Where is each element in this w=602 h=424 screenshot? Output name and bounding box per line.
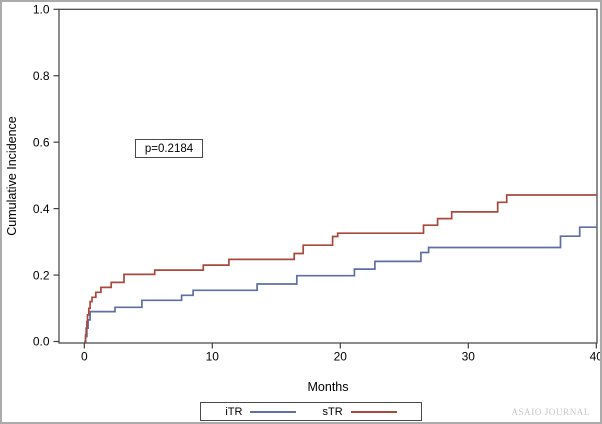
y-axis-ticks: 0.0 0.2 0.4 0.6 0.8 1.0 xyxy=(33,3,59,349)
p-value-text: p=0.2184 xyxy=(144,142,194,155)
x-axis-label: Months xyxy=(308,380,349,394)
legend-label-itr: iTR xyxy=(225,405,243,418)
p-value-annotation: p=0.2184 xyxy=(135,139,203,158)
y-axis-label: Cumulative Incidence xyxy=(5,116,19,236)
watermark: ASAIO JOURNAL xyxy=(511,407,590,417)
y-tick-label: 0.0 xyxy=(33,335,50,349)
legend-line-str-icon xyxy=(350,410,397,413)
x-tick-label: 0 xyxy=(81,350,88,364)
y-tick-label: 1.0 xyxy=(33,3,50,17)
x-tick-label: 10 xyxy=(206,350,220,364)
legend-item-itr: iTR xyxy=(225,405,297,418)
x-tick-label: 20 xyxy=(334,350,348,364)
step-curves xyxy=(84,194,597,343)
y-tick-label: 0.4 xyxy=(33,202,50,216)
curve-itr xyxy=(84,226,597,343)
y-tick-label: 0.6 xyxy=(33,135,50,149)
y-tick-label: 0.8 xyxy=(33,69,50,83)
x-tick-label: 30 xyxy=(462,350,476,364)
y-tick-label: 0.2 xyxy=(33,268,50,282)
plot-frame xyxy=(58,8,598,344)
legend-item-str: sTR xyxy=(322,405,397,418)
legend-label-str: sTR xyxy=(322,405,343,418)
legend-line-itr-icon xyxy=(250,410,297,413)
x-axis-ticks: 0 10 20 30 40 xyxy=(81,343,602,364)
curve-str xyxy=(84,194,597,343)
x-tick-label: 40 xyxy=(590,350,602,364)
legend: iTR sTR xyxy=(200,402,422,421)
